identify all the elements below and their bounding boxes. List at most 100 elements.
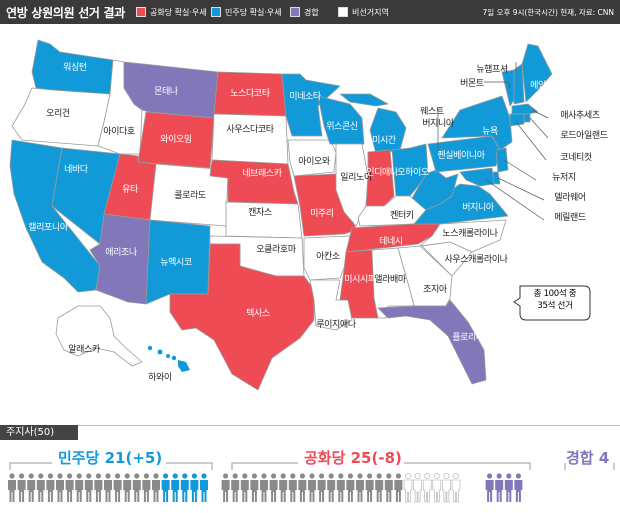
governor-figure <box>221 473 230 502</box>
label-wa: 워싱턴 <box>63 62 87 73</box>
governor-figure <box>403 473 413 503</box>
label-ar: 아칸소 <box>316 251 340 262</box>
label-de: 델라웨어 <box>554 191 586 203</box>
page-title: 연방 상원의원 선거 결과 <box>6 6 126 20</box>
state-mi <box>369 107 407 155</box>
leader-lines <box>437 62 549 221</box>
governor-figure <box>17 473 26 502</box>
state-wv <box>411 169 459 211</box>
legend-label: 경합 <box>304 7 319 17</box>
label-hi: 하와이 <box>148 371 172 383</box>
governor-figure <box>298 473 307 502</box>
state-ct <box>509 113 525 127</box>
state-hi <box>147 345 190 372</box>
label-wi: 위스콘신 <box>326 121 358 132</box>
state-mi-up <box>339 93 389 107</box>
label-mi: 미시간 <box>372 135 396 146</box>
label-ky: 켄터키 <box>390 210 414 221</box>
governor-figure <box>317 473 326 502</box>
governor-figure <box>356 473 364 502</box>
governor-figure <box>46 473 55 502</box>
governor-figure <box>250 473 259 502</box>
governor-figure <box>75 473 84 502</box>
label-nh: 뉴햄프셔 <box>476 63 508 75</box>
governor-figure <box>200 473 208 502</box>
governor-figure <box>84 473 93 502</box>
governor-figure <box>8 473 16 502</box>
label-ms: 미시시피 <box>344 274 376 285</box>
governor-figure <box>394 473 403 502</box>
state-sd <box>211 113 289 165</box>
legend-tossup: 경합 <box>290 6 319 18</box>
label-sd: 사우스다코타 <box>226 124 274 135</box>
governor-figure <box>422 473 432 503</box>
label-mn: 미네소타 <box>289 91 322 102</box>
governor-figure <box>260 473 268 502</box>
label-co: 콜로라도 <box>174 190 206 201</box>
governor-figure <box>36 473 45 502</box>
state-me <box>521 43 553 103</box>
tossup-swatch <box>290 7 300 17</box>
label-me: 메인 <box>530 80 546 91</box>
nonelection-swatch <box>338 7 348 17</box>
label-nm: 뉴멕시코 <box>160 257 192 268</box>
toss-governors-label: 경합 4 <box>566 449 610 467</box>
democrat-swatch <box>211 7 221 17</box>
state-nh <box>513 63 525 105</box>
state-md <box>459 167 495 187</box>
governor-figure <box>269 473 278 502</box>
governor-figure <box>231 473 240 502</box>
governor-figure <box>327 473 336 502</box>
governor-figure <box>190 473 199 502</box>
governors-divider <box>0 425 620 440</box>
governor-figure <box>514 473 523 502</box>
governor-figure <box>432 473 442 503</box>
governors-tab: 주지사(50) <box>0 425 78 440</box>
label-mt: 몬태나 <box>154 86 178 97</box>
label-ks: 캔자스 <box>248 207 272 218</box>
label-sc: 사우스캐롤라이나 <box>444 254 507 265</box>
label-ny: 뉴욕 <box>482 126 498 137</box>
source-note: 7일 오후 9시(한국시간) 현재, 자료: CNN <box>482 8 614 17</box>
callout-text: 총 100석 중 35석 선거 <box>533 289 577 311</box>
label-tn: 테네시 <box>379 236 403 247</box>
state-ri <box>523 113 531 123</box>
governor-figure <box>180 473 189 502</box>
label-fl: 플로리다 <box>452 332 485 343</box>
label-nd: 노스다코타 <box>230 88 271 99</box>
governor-figure <box>113 473 122 502</box>
republican-swatch <box>136 7 146 17</box>
label-oh: 오하이오 <box>397 167 429 178</box>
bracket-lines <box>9 462 615 470</box>
label-ca: 캘리포니아 <box>28 221 69 233</box>
state-ky <box>357 195 427 227</box>
legend-label: 비선거지역 <box>352 7 389 17</box>
legend-label: 민주당 확실·우세 <box>225 7 282 17</box>
label-la: 루이지애나 <box>316 319 356 330</box>
state-wi <box>317 95 365 145</box>
legend-nonelection: 비선거지역 <box>338 6 389 18</box>
label-or: 오리건 <box>46 108 70 119</box>
governor-figure <box>365 473 374 502</box>
governor-figure <box>288 473 297 502</box>
state-mn <box>281 73 341 137</box>
label-id: 아이다호 <box>103 126 135 137</box>
governor-figure <box>375 473 384 502</box>
label-ct: 코네티컷 <box>560 152 592 163</box>
governor-figure <box>442 473 451 503</box>
label-nc: 노스캐롤라이나 <box>442 228 497 239</box>
label-ga: 조지아 <box>423 284 448 295</box>
label-ut: 유타 <box>122 184 139 195</box>
label-pa: 펜실베이니아 <box>437 150 485 161</box>
header-bar: 연방 상원의원 선거 결과 공화당 확실·우세 민주당 확실·우세 경합 비선거… <box>0 0 620 24</box>
label-in: 인디애나 <box>366 167 398 178</box>
governor-figure <box>123 473 132 502</box>
dem-governors-label: 민주당 21(+5) <box>58 449 163 467</box>
legend-democrat: 민주당 확실·우세 <box>211 6 282 18</box>
label-vt: 버몬트 <box>460 78 484 89</box>
state-fl <box>377 299 487 385</box>
label-mo: 미주리 <box>310 208 334 219</box>
governor-figure <box>65 473 74 502</box>
governor-figure <box>142 473 151 502</box>
state-wy <box>137 111 215 169</box>
